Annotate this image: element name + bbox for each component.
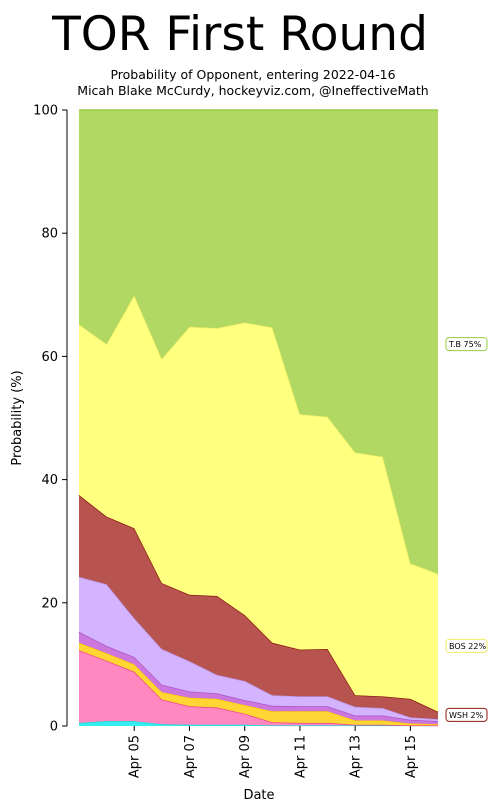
y-tick-label: 0: [50, 720, 58, 735]
x-tick-label: Apr 13: [349, 735, 364, 778]
axes: 0 20 40 60 80 100 Apr 05 Apr 07 Apr 09 Apr 11 Apr …: [33, 104, 419, 779]
y-tick-label: 40: [41, 473, 58, 488]
x-tick-label: Apr 07: [183, 735, 198, 778]
end-label: T.B 75%: [445, 337, 488, 352]
end-label: WSH 2%: [445, 707, 488, 722]
chart-subtitle-line1: Probability of Opponent, entering 2022-0…: [110, 67, 395, 82]
area-layers: [78, 109, 439, 727]
y-tick-label: 80: [41, 227, 58, 242]
y-tick-label: 20: [41, 596, 58, 611]
chart-subtitle-line2: Micah Blake McCurdy, hockeyviz.com, @Ine…: [77, 83, 428, 98]
x-tick-label: Apr 09: [238, 735, 253, 778]
x-tick-label: Apr 15: [404, 735, 419, 778]
end-label-text: BOS 22%: [449, 642, 486, 651]
end-label-text: WSH 2%: [449, 711, 484, 720]
area-series-1: [79, 650, 438, 726]
end-labels: T.B 75% BOS 22% WSH 2%: [445, 337, 488, 722]
x-axis-label: Date: [243, 788, 274, 803]
area-series-5: [79, 495, 438, 720]
chart-title: TOR First Round: [51, 7, 428, 62]
end-label-box: [445, 638, 488, 653]
area-series-4: [79, 576, 438, 722]
end-label-box: [445, 707, 488, 722]
end-label-box: [445, 337, 488, 352]
y-tick-label: 100: [33, 104, 58, 119]
area-series-3: [79, 631, 438, 725]
x-tick-label: Apr 11: [293, 735, 308, 778]
x-tick-label: Apr 05: [128, 735, 143, 778]
end-label-text: T.B 75%: [448, 340, 482, 349]
y-axis-label: Probability (%): [10, 370, 25, 465]
end-label: BOS 22%: [445, 638, 488, 653]
area-series-tb: [79, 110, 438, 574]
y-tick-label: 60: [41, 350, 58, 365]
area-series-bos: [79, 295, 438, 712]
